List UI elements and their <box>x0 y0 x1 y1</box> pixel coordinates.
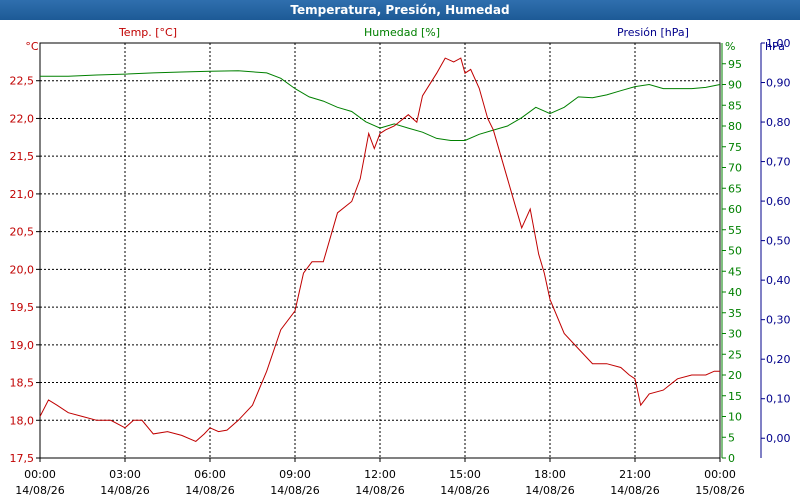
humidity-axis-title: Humedad [%] <box>364 26 440 39</box>
humidity-tick-label: 25 <box>728 348 742 361</box>
x-tick-time-label: 12:00 <box>364 468 396 481</box>
humidity-tick-label: 90 <box>728 79 742 92</box>
window-title: Temperatura, Presión, Humedad <box>0 0 800 20</box>
temperature-tick-label: 21,5 <box>10 150 35 163</box>
temperature-tick-label: 21,0 <box>10 188 35 201</box>
humidity-tick-label: 60 <box>728 203 742 216</box>
temperature-tick-label: 18,0 <box>10 414 35 427</box>
humidity-tick-label: 15 <box>728 390 742 403</box>
temperature-unit-label: °C <box>25 40 39 53</box>
x-tick-date-label: 14/08/26 <box>525 484 574 497</box>
humidity-tick-label: 95 <box>728 58 742 71</box>
pressure-axis: 0,00 0,10 0,20 0,30 0,40 0,50 0,60 0,70 0,80 0,90… <box>760 37 791 458</box>
humidity-tick-label: 20 <box>728 369 742 382</box>
temperature-tick-label: 19,5 <box>10 301 35 314</box>
pressure-tick-label: 0,90 <box>766 77 791 90</box>
temperature-axis-title: Temp. [°C] <box>118 26 177 39</box>
x-tick-time-label: 00:00 <box>704 468 736 481</box>
x-tick-date-label: 14/08/26 <box>100 484 149 497</box>
x-tick-date-label: 14/08/26 <box>440 484 489 497</box>
x-tick-time-label: 18:00 <box>534 468 566 481</box>
x-tick-date-label: 15/08/26 <box>695 484 744 497</box>
x-tick-time-label: 09:00 <box>279 468 311 481</box>
x-tick-time-label: 21:00 <box>619 468 651 481</box>
humidity-tick-label: 0 <box>728 452 735 465</box>
humidity-tick-label: 5 <box>728 431 735 444</box>
temperature-tick-label: 19,0 <box>10 339 35 352</box>
humidity-tick-label: 70 <box>728 162 742 175</box>
x-tick-date-label: 14/08/26 <box>610 484 659 497</box>
temperature-axis: 17,5 18,0 18,5 19,0 19,5 20,0 20,5 21,0 21,5 22,0… <box>10 75 40 465</box>
pressure-tick-label: 0,10 <box>766 393 791 406</box>
humidity-tick-label: 30 <box>728 328 742 341</box>
pressure-tick-label: 0,40 <box>766 274 791 287</box>
temperature-tick-label: 18,5 <box>10 377 35 390</box>
pressure-unit-label: hPa <box>765 40 785 53</box>
x-tick-time-label: 06:00 <box>194 468 226 481</box>
humidity-axis: 0 5 10 15 20 25 30 35 40 45 50 55 60 65 70 75 80 85 90 95 <box>721 43 742 465</box>
x-axis: 00:00 14/08/26 03:00 14/08/26 06:00 14/08/26 0… <box>15 458 745 497</box>
humidity-tick-label: 55 <box>728 224 742 237</box>
x-tick-date-label: 14/08/26 <box>185 484 234 497</box>
x-tick-date-label: 14/08/26 <box>270 484 319 497</box>
humidity-tick-label: 10 <box>728 411 742 424</box>
x-tick-time-label: 00:00 <box>24 468 56 481</box>
humidity-tick-label: 35 <box>728 307 742 320</box>
grid <box>39 43 721 459</box>
pressure-tick-label: 0,00 <box>766 432 791 445</box>
humidity-unit-label: % <box>725 40 735 53</box>
pressure-tick-label: 0,80 <box>766 116 791 129</box>
pressure-tick-label: 1,00 <box>766 37 791 50</box>
pressure-tick-label: 0,60 <box>766 195 791 208</box>
x-tick-date-label: 14/08/26 <box>15 484 64 497</box>
humidity-tick-label: 40 <box>728 286 742 299</box>
x-tick-time-label: 03:00 <box>109 468 141 481</box>
temperature-tick-label: 20,0 <box>10 263 35 276</box>
x-tick-time-label: 15:00 <box>449 468 481 481</box>
pressure-tick-label: 0,70 <box>766 156 791 169</box>
temperature-tick-label: 20,5 <box>10 226 35 239</box>
pressure-tick-label: 0,30 <box>766 314 791 327</box>
humidity-tick-label: 85 <box>728 99 742 112</box>
temperature-series-line <box>39 57 720 442</box>
humidity-tick-label: 45 <box>728 265 742 278</box>
temperature-tick-label: 22,0 <box>10 112 35 125</box>
x-tick-date-label: 14/08/26 <box>355 484 404 497</box>
humidity-tick-label: 65 <box>728 182 742 195</box>
humidity-series-line <box>40 70 721 141</box>
humidity-tick-label: 50 <box>728 245 742 258</box>
humidity-tick-label: 80 <box>728 120 742 133</box>
temperature-tick-label: 22,5 <box>10 75 35 88</box>
humidity-tick-label: 75 <box>728 141 742 154</box>
temperature-tick-label: 17,5 <box>10 452 35 465</box>
pressure-axis-title: Presión [hPa] <box>617 26 689 39</box>
pressure-tick-label: 0,20 <box>766 353 791 366</box>
pressure-tick-label: 0,50 <box>766 235 791 248</box>
chart: 17,5 18,0 18,5 19,0 19,5 20,0 20,5 21,0 21,5 22,0… <box>10 26 791 497</box>
